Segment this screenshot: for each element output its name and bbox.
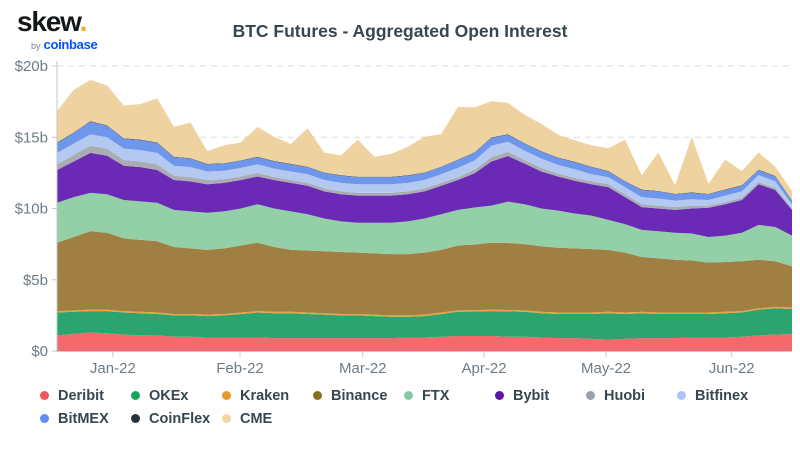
legend-dot-coinflex xyxy=(131,414,140,423)
chart-title: BTC Futures - Aggregated Open Interest xyxy=(232,21,568,41)
area-bybit[interactable] xyxy=(57,152,792,237)
legend-dot-bybit xyxy=(495,391,504,400)
legend-label-okex: OKEx xyxy=(149,387,189,404)
y-axis-label-15b: $15b xyxy=(15,129,48,146)
x-axis-label-Apr-22: Apr-22 xyxy=(462,360,507,377)
legend-dot-bitfinex xyxy=(677,391,686,400)
y-axis-label-0: $0 xyxy=(31,343,48,360)
legend-label-binance: Binance xyxy=(331,387,388,404)
legend-label-huobi: Huobi xyxy=(604,387,646,404)
legend-dot-kraken xyxy=(222,391,231,400)
legend-dot-okex xyxy=(131,391,140,400)
legend-item-coinflex[interactable]: CoinFlex xyxy=(131,407,222,430)
skew-logo[interactable]: skew. by coinbase xyxy=(17,6,98,52)
legend-item-bitmex[interactable]: BitMEX xyxy=(40,407,131,430)
x-axis-label-Jan-22: Jan-22 xyxy=(90,360,136,377)
area-bitmex[interactable] xyxy=(57,121,792,205)
area-kraken[interactable] xyxy=(57,306,792,317)
x-axis-label-May-22: May-22 xyxy=(581,360,631,377)
area-ftx[interactable] xyxy=(57,192,792,267)
skew-logo-text: skew. xyxy=(17,6,88,37)
legend-item-bybit[interactable]: Bybit xyxy=(495,384,586,407)
legend-dot-binance xyxy=(313,391,322,400)
legend-dot-cme xyxy=(222,414,231,423)
area-cme[interactable] xyxy=(57,79,792,201)
legend-label-kraken: Kraken xyxy=(240,387,290,404)
legend-label-deribit: Deribit xyxy=(58,387,104,404)
legend-label-cme: CME xyxy=(240,410,273,427)
legend-item-huobi[interactable]: Huobi xyxy=(586,384,677,407)
chart-legend: Deribit OKEx Kraken Binance FTX Bybit Huobi Bit… xyxy=(40,384,785,430)
y-axis-label-5b: $5b xyxy=(23,272,48,289)
x-axis-label-Mar-22: Mar-22 xyxy=(339,360,387,377)
y-axis-label-20b: $20b xyxy=(15,58,48,75)
legend-item-bitfinex[interactable]: Bitfinex xyxy=(677,384,768,407)
legend-item-kraken[interactable]: Kraken xyxy=(222,384,313,407)
legend-item-okex[interactable]: OKEx xyxy=(131,384,222,407)
area-okex[interactable] xyxy=(57,308,792,340)
legend-label-coinflex: CoinFlex xyxy=(149,410,211,427)
area-binance[interactable] xyxy=(57,231,792,316)
legend-item-cme[interactable]: CME xyxy=(222,407,313,430)
legend-dot-ftx xyxy=(404,391,413,400)
skew-logo-dot: . xyxy=(79,6,88,37)
legend-label-ftx: FTX xyxy=(422,387,450,404)
legend-label-bybit: Bybit xyxy=(513,387,550,404)
legend-dot-huobi xyxy=(586,391,595,400)
legend-item-binance[interactable]: Binance xyxy=(313,384,404,407)
legend-label-bitmex: BitMEX xyxy=(58,410,109,427)
legend-dot-bitmex xyxy=(40,414,49,423)
x-axis-label-Jun-22: Jun-22 xyxy=(709,360,755,377)
legend-label-bitfinex: Bitfinex xyxy=(695,387,749,404)
coinbase-brand: coinbase xyxy=(43,37,98,52)
legend-item-ftx[interactable]: FTX xyxy=(404,384,495,407)
area-deribit[interactable] xyxy=(57,332,792,351)
legend-item-deribit[interactable]: Deribit xyxy=(40,384,131,407)
y-axis-label-10b: $10b xyxy=(15,201,48,218)
x-axis-label-Feb-22: Feb-22 xyxy=(216,360,264,377)
legend-dot-deribit xyxy=(40,391,49,400)
logo-by-text: by xyxy=(31,41,41,51)
area-bitfinex[interactable] xyxy=(57,134,792,209)
